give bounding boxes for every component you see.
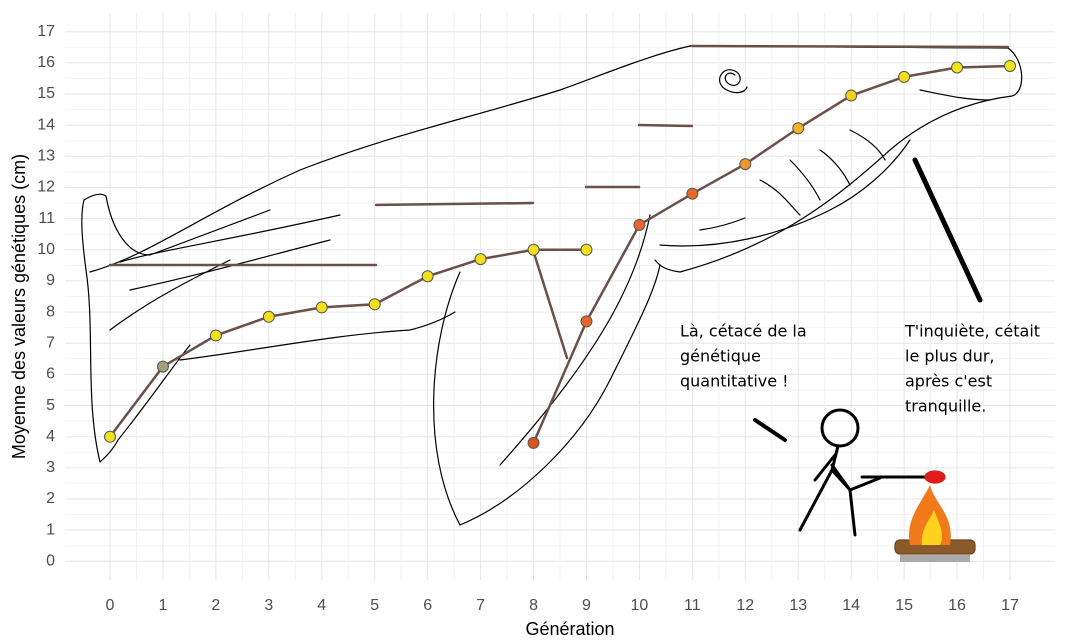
grid — [65, 13, 1055, 580]
x-tick-label: 0 — [106, 597, 115, 614]
y-tick-label: 3 — [46, 459, 55, 476]
series-line — [109, 248, 587, 438]
speech-text: T'inquiète, cétait — [904, 322, 1040, 341]
x-tick-label: 10 — [631, 597, 649, 614]
y-tick-label: 5 — [46, 397, 55, 414]
x-tick-label: 16 — [948, 597, 966, 614]
y-tick-label: 4 — [46, 428, 55, 445]
y-tick-label: 9 — [46, 272, 55, 289]
data-point — [421, 270, 434, 283]
y-tick-label: 8 — [46, 303, 55, 320]
x-tick-label: 6 — [423, 597, 432, 614]
x-tick-label: 2 — [211, 597, 220, 614]
x-tick-label: 9 — [582, 597, 591, 614]
y-tick-label: 0 — [46, 553, 55, 570]
data-point — [951, 61, 964, 74]
y-tick-label: 12 — [37, 179, 55, 196]
data-point — [104, 430, 116, 443]
speech-text: le plus dur, — [905, 347, 995, 366]
data-point — [739, 158, 752, 171]
x-tick-label: 8 — [529, 597, 538, 614]
x-tick-label: 5 — [370, 597, 379, 614]
y-tick-label: 10 — [37, 241, 55, 258]
series-line — [532, 64, 1011, 444]
speech-text: génétique — [680, 347, 761, 366]
y-tick-label: 16 — [37, 54, 55, 71]
data-point — [1004, 59, 1016, 72]
whale-drawing — [81, 44, 1023, 562]
x-tick-label: 13 — [789, 597, 807, 614]
x-tick-label: 12 — [736, 597, 754, 614]
data-point — [262, 310, 275, 323]
x-tick-label: 1 — [158, 597, 167, 614]
data-point — [315, 301, 328, 314]
speech-text: Là, cétacé de la — [680, 322, 807, 341]
data-point — [792, 122, 805, 135]
data-point — [845, 89, 858, 102]
data-point — [527, 243, 540, 256]
x-tick-label: 3 — [264, 597, 273, 614]
x-tick-label: 4 — [317, 597, 326, 614]
data-point — [686, 187, 699, 200]
x-tick-label: 7 — [476, 597, 485, 614]
speech-text: tranquille. — [905, 397, 986, 416]
speech-text: après c'est — [905, 372, 992, 391]
y-tick-label: 2 — [46, 490, 55, 507]
data-point — [580, 243, 593, 256]
y-axis-title: Moyenne des valeurs génétiques (cm) — [9, 154, 29, 459]
data-point — [633, 218, 646, 231]
data-point — [156, 360, 169, 373]
x-tick-label: 17 — [1001, 597, 1019, 614]
x-axis-title: Génération — [525, 619, 614, 639]
data-point — [368, 298, 381, 311]
speech-text: quantitative ! — [680, 372, 789, 391]
data-point — [209, 329, 222, 342]
data-point — [527, 436, 540, 449]
y-tick-label: 14 — [37, 116, 55, 133]
y-tick-label: 1 — [46, 521, 55, 538]
y-tick-label: 11 — [38, 210, 55, 227]
data-point — [474, 253, 487, 266]
y-tick-label: 7 — [46, 334, 55, 351]
x-tick-label: 11 — [684, 597, 701, 614]
y-tick-label: 13 — [37, 148, 55, 165]
y-tick-label: 15 — [37, 85, 55, 102]
y-tick-label: 6 — [46, 366, 55, 383]
data-point — [580, 315, 593, 328]
x-tick-label: 15 — [895, 597, 913, 614]
data-point — [898, 70, 911, 83]
x-tick-label: 14 — [842, 597, 860, 614]
y-tick-label: 17 — [37, 23, 55, 40]
